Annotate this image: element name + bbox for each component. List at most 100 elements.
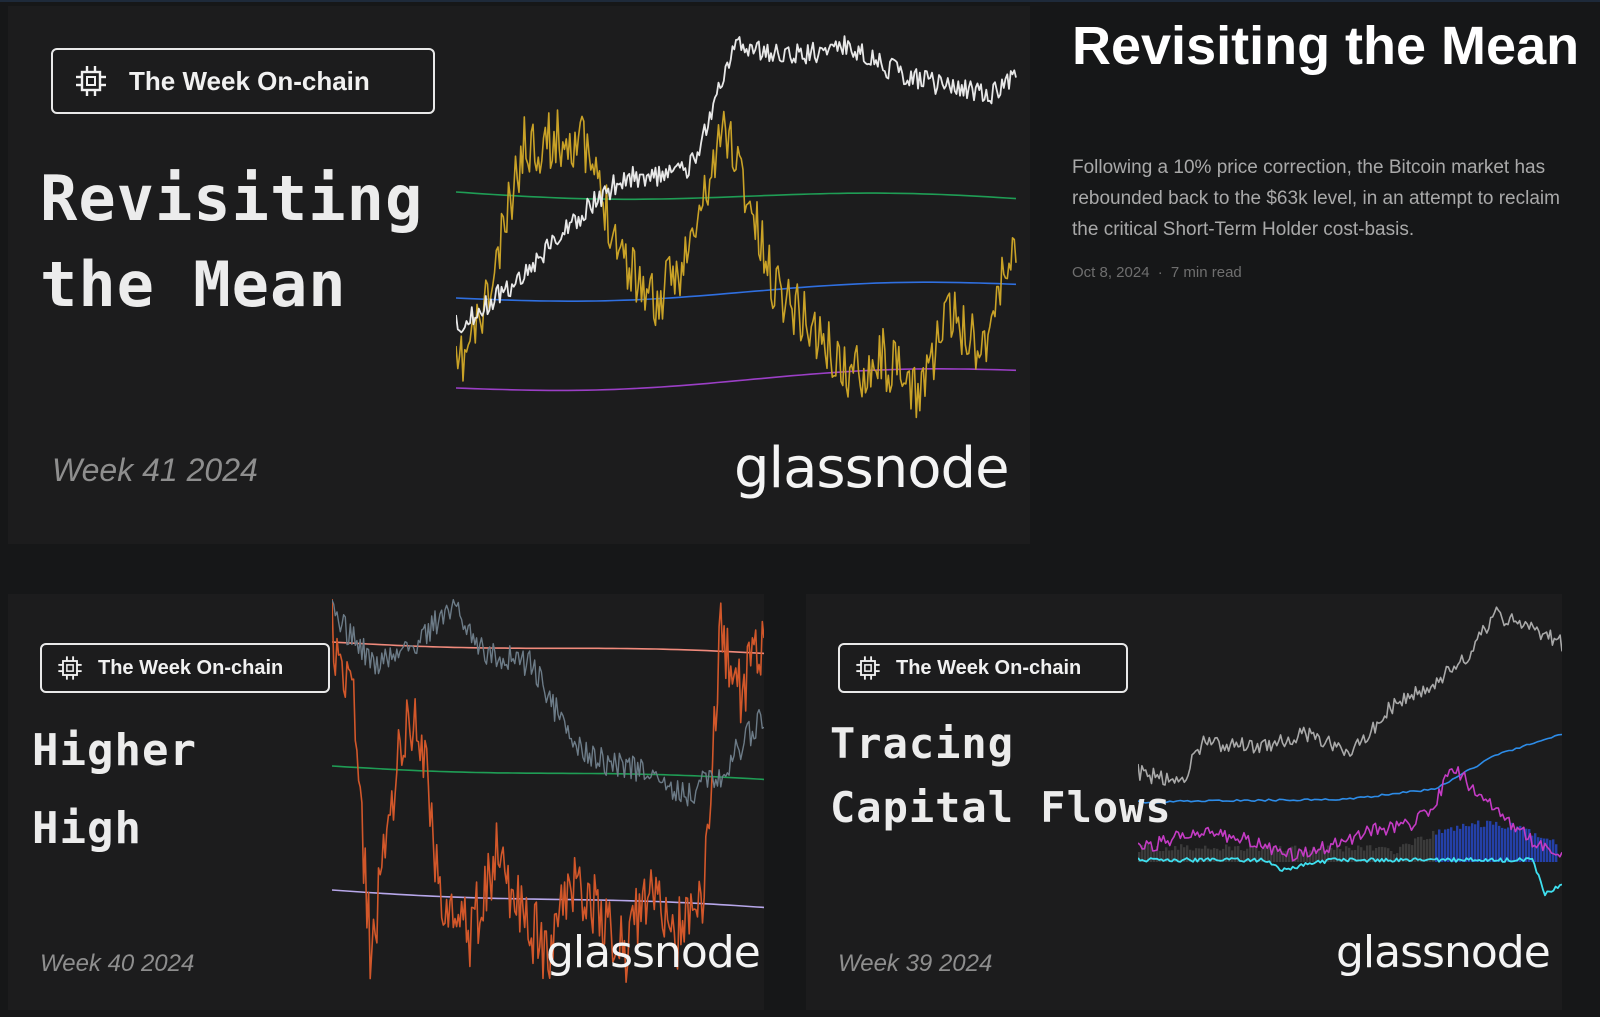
histogram-bar xyxy=(1234,846,1237,862)
week-on-chain-badge: The Week On-chain xyxy=(838,643,1128,693)
histogram-bar xyxy=(1522,828,1525,862)
histogram-bar xyxy=(1246,848,1249,862)
histogram-bar xyxy=(1537,837,1540,862)
histogram-bar xyxy=(1177,849,1180,862)
histogram-bar xyxy=(1261,849,1264,862)
histogram-bar xyxy=(1204,845,1207,862)
meta-separator: · xyxy=(1157,264,1163,281)
histogram-bar xyxy=(1165,847,1168,862)
histogram-bar xyxy=(1294,845,1297,862)
histogram-bar xyxy=(1432,830,1435,862)
histogram-bar xyxy=(1405,843,1408,862)
histogram-bar xyxy=(1480,827,1483,862)
histogram-bar xyxy=(1312,846,1315,862)
histogram-bar xyxy=(1468,826,1471,862)
histogram-bar xyxy=(1168,850,1171,862)
cover-title: Higher High xyxy=(32,712,197,868)
histogram-bar xyxy=(1189,849,1192,862)
cover-title: Revisiting the Mean xyxy=(40,156,423,328)
histogram-bar xyxy=(1540,837,1543,862)
histogram-bar xyxy=(1171,850,1174,862)
histogram-bar xyxy=(1408,844,1411,862)
histogram-bar xyxy=(1207,848,1210,862)
histogram-bar xyxy=(1543,838,1546,862)
magenta-flow-line xyxy=(1138,766,1562,862)
higher-high-cover-chart xyxy=(332,598,764,984)
histogram-bar xyxy=(1315,850,1318,862)
glassnode-logo: glassnode xyxy=(734,436,1010,501)
histogram-bar xyxy=(1519,825,1522,862)
histogram-bar xyxy=(1459,828,1462,862)
histogram-bar xyxy=(1258,850,1261,862)
histogram-bar xyxy=(1357,845,1360,862)
histogram-bar xyxy=(1282,851,1285,862)
histogram-bar xyxy=(1360,847,1363,862)
histogram-bar xyxy=(1201,848,1204,862)
sky-band-line xyxy=(1138,733,1562,804)
histogram-bar xyxy=(1336,845,1339,862)
article-card-tracing-capital-flows[interactable]: The Week On-chain Tracing Capital Flows … xyxy=(806,594,1562,1010)
histogram-bar xyxy=(1183,847,1186,862)
cover-title-line1: Higher xyxy=(32,725,197,776)
histogram-bar xyxy=(1483,826,1486,862)
histogram-bar xyxy=(1396,853,1399,862)
histogram-bar xyxy=(1228,846,1231,862)
histogram-bar xyxy=(1399,846,1402,862)
article-title[interactable]: Revisiting the Mean xyxy=(1072,16,1580,76)
histogram-bar xyxy=(1339,849,1342,862)
week-label: Week 40 2024 xyxy=(40,950,195,977)
cover-title-line2: Capital Flows xyxy=(830,783,1172,832)
cover-title: Tracing Capital Flows xyxy=(830,712,1172,840)
histogram-bar xyxy=(1504,828,1507,862)
histogram-bar xyxy=(1255,847,1258,862)
histogram-bar xyxy=(1450,827,1453,862)
cover-title-line2: the Mean xyxy=(40,248,347,321)
histogram-bar xyxy=(1210,849,1213,862)
histogram-bar xyxy=(1159,851,1162,862)
histogram-bar xyxy=(1273,846,1276,862)
histogram-bar xyxy=(1474,824,1477,862)
featured-card-image[interactable]: The Week On-chain Revisiting the Mean We… xyxy=(8,6,1030,544)
histogram-bar xyxy=(1279,846,1282,862)
tracing-capital-flows-cover-chart xyxy=(1138,606,1562,897)
histogram-bar xyxy=(1441,832,1444,862)
histogram-bar xyxy=(1381,846,1384,862)
histogram-bar xyxy=(1462,823,1465,862)
histogram-bar xyxy=(1510,822,1513,862)
histogram-bar xyxy=(1162,850,1165,862)
gray-price-line xyxy=(1138,606,1562,786)
cover-title-line2: High xyxy=(32,803,142,854)
histogram-bar xyxy=(1276,849,1279,862)
histogram-bar xyxy=(1384,847,1387,862)
histogram-bar xyxy=(1372,850,1375,862)
histogram-bar xyxy=(1387,848,1390,862)
article-meta: Oct 8, 2024 · 7 min read xyxy=(1072,264,1242,281)
badge-label: The Week On-chain xyxy=(896,656,1082,679)
article-card-higher-high[interactable]: The Week On-chain Higher High Week 40 20… xyxy=(8,594,764,1010)
histogram-bar xyxy=(1555,844,1558,862)
histogram-bar xyxy=(1150,846,1153,862)
green-band-line xyxy=(456,191,1017,201)
histogram-bar xyxy=(1390,850,1393,862)
histogram-bar xyxy=(1417,837,1420,862)
cyan-flow-line xyxy=(1138,857,1562,897)
histogram-bar xyxy=(1438,829,1441,862)
histogram-bar xyxy=(1243,850,1246,862)
histogram-bar xyxy=(1414,838,1417,862)
histogram-bar xyxy=(1486,820,1489,862)
histogram-bar xyxy=(1375,848,1378,862)
histogram-bar xyxy=(1351,850,1354,862)
histogram-bar xyxy=(1225,844,1228,862)
histogram-bar xyxy=(1174,846,1177,862)
histogram-bar xyxy=(1264,846,1267,862)
histogram-bar xyxy=(1363,850,1366,862)
histogram-bar xyxy=(1222,848,1225,862)
histogram-bar xyxy=(1348,847,1351,862)
cover-title-line1: Revisiting xyxy=(40,162,424,235)
week-on-chain-badge: The Week On-chain xyxy=(51,48,435,114)
histogram-bar xyxy=(1342,851,1345,862)
week-label: Week 39 2024 xyxy=(838,950,993,977)
histogram-bar xyxy=(1453,830,1456,862)
histogram-bar xyxy=(1435,834,1438,862)
histogram-bar xyxy=(1507,827,1510,862)
